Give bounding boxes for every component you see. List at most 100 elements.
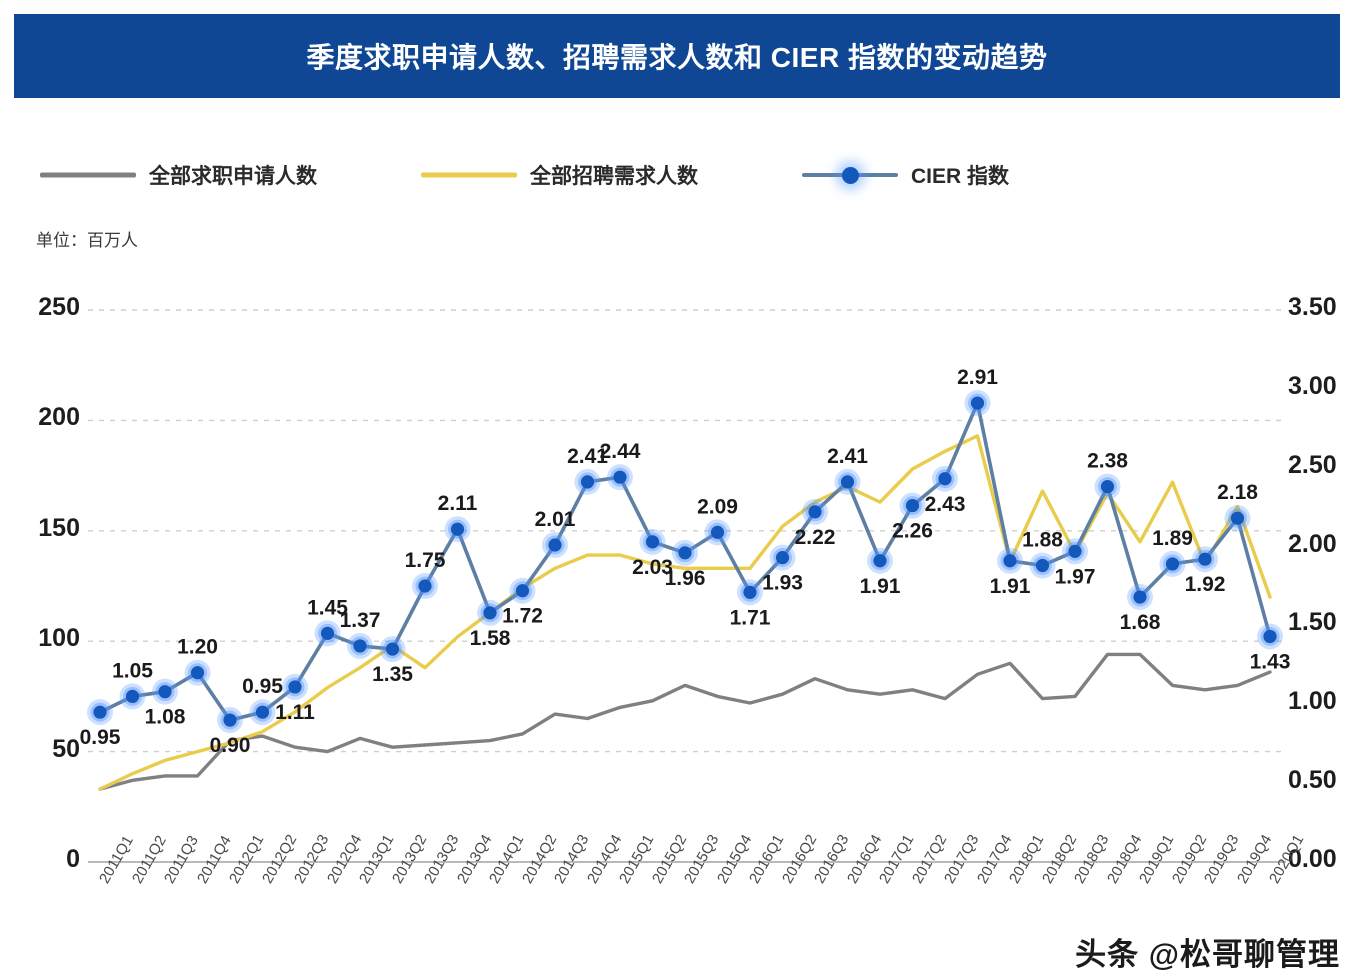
data-point[interactable] [1165,557,1180,571]
data-label: 0.95 [80,726,121,749]
data-label: 1.91 [990,575,1031,598]
data-point[interactable] [873,554,887,568]
y2-axis-tick-label: 2.50 [1288,450,1337,479]
data-point[interactable] [125,689,140,703]
y-axis-tick-label: 150 [38,513,80,542]
line-marker-icon [802,166,898,184]
data-label: 2.01 [535,508,576,531]
data-label: 2.03 [632,556,673,579]
data-label: 1.91 [860,575,901,598]
legend-item-recruitment-demand[interactable]: 全部招聘需求人数 [421,160,698,190]
plot-area: 0.95 1.05 1.08 1.20 0.90 0.95 1.11 1.45 1.37 1.35… [0,270,1354,890]
data-label: 2.18 [1217,481,1258,504]
data-label: 1.96 [665,567,706,590]
data-point[interactable] [483,606,497,620]
data-point[interactable] [613,470,627,484]
legend-item-job-applications[interactable]: 全部求职申请人数 [40,160,317,190]
data-point[interactable] [1263,629,1277,644]
data-point[interactable] [385,642,400,656]
y2-axis-tick-label: 0.50 [1288,766,1337,795]
data-label: 1.93 [762,572,803,595]
y2-axis-tick-label: 1.50 [1288,608,1337,637]
data-point[interactable] [1230,511,1245,525]
data-point[interactable] [255,705,270,719]
data-label: 1.05 [112,659,153,682]
unit-note: 单位：百万人 [36,231,138,250]
y-axis-tick-label: 200 [38,403,80,432]
y2-axis-tick-label: 2.00 [1288,529,1337,558]
data-point[interactable] [1198,552,1212,566]
chart-header-bar: 季度求职申请人数、招聘需求人数和 CIER 指数的变动趋势 [14,14,1340,98]
line-icon [421,167,517,183]
chart-canvas: 0.95 1.05 1.08 1.20 0.90 0.95 1.11 1.451.37 1.35… [80,309,1291,863]
legend-item-cier-index[interactable]: CIER 指数 [802,160,1009,190]
data-point[interactable] [1035,558,1050,573]
data-label: 2.91 [957,366,998,389]
legend-label: 全部求职申请人数 [149,165,317,188]
data-point[interactable] [1068,544,1082,558]
data-point[interactable] [353,639,367,653]
data-point[interactable] [905,498,920,513]
data-point[interactable] [190,666,205,680]
legend-label: CIER 指数 [911,165,1010,188]
data-label: 2.43 [925,493,966,516]
y-axis-tick-label: 100 [38,624,80,653]
data-point[interactable] [710,525,725,539]
y2-axis-tick-label: 3.50 [1288,293,1337,321]
data-label: 2.09 [697,495,738,518]
data-point[interactable] [840,475,855,489]
data-point[interactable] [450,522,465,536]
y-axis-tick-label: 0 [66,845,80,873]
page-title: 季度求职申请人数、招聘需求人数和 CIER 指数的变动趋势 [306,42,1048,73]
data-point[interactable] [743,585,757,599]
data-point[interactable] [515,584,530,598]
chart-legend: 全部求职申请人数 全部招聘需求人数 CIER 指数 [40,158,1009,192]
data-label: 1.89 [1152,527,1193,550]
data-point[interactable] [1133,590,1147,604]
data-label: 2.38 [1087,450,1128,473]
y2-axis-tick-label: 3.00 [1288,371,1337,400]
series-line [98,652,1272,791]
data-label: 1.35 [372,663,413,686]
data-point[interactable] [645,535,660,549]
data-label: 1.68 [1120,611,1161,634]
data-point[interactable] [320,626,335,640]
data-label: 2.26 [892,520,933,543]
data-point[interactable] [938,472,952,486]
data-label: 1.92 [1185,573,1226,596]
series-line [98,434,1272,791]
data-point[interactable] [1003,554,1017,568]
data-point[interactable] [970,396,985,410]
data-label: 1.20 [177,636,218,659]
data-point[interactable] [288,680,302,694]
data-label: 0.95 [242,675,283,698]
line-icon [40,167,136,183]
data-label: 1.43 [1250,650,1291,673]
data-point[interactable] [1100,480,1115,494]
data-label: 2.44 [600,440,641,463]
data-label: 2.22 [795,526,836,549]
data-point[interactable] [548,538,562,552]
data-label: 0.90 [210,734,251,757]
data-label: 2.41 [827,445,868,468]
data-point[interactable] [158,685,172,699]
y2-axis-tick-label: 0.00 [1288,845,1337,873]
y2-axis-tick-label: 1.00 [1288,687,1337,716]
data-point[interactable] [418,579,432,593]
data-label: 1.97 [1055,565,1096,588]
data-point[interactable] [775,551,790,565]
data-label: 1.37 [340,609,381,632]
data-label: 2.11 [438,492,478,515]
data-label: 1.75 [405,549,446,572]
data-label: 1.88 [1022,528,1063,551]
data-label: 1.58 [470,627,511,650]
data-point[interactable] [223,713,237,727]
data-label: 1.71 [730,606,771,629]
data-point[interactable] [678,546,692,560]
data-point[interactable] [580,475,595,489]
y-axis-tick-label: 50 [52,734,80,763]
data-point[interactable] [93,705,107,719]
data-label: 1.72 [502,605,543,628]
y-axis-tick-label: 250 [38,293,80,321]
data-point[interactable] [808,505,822,519]
